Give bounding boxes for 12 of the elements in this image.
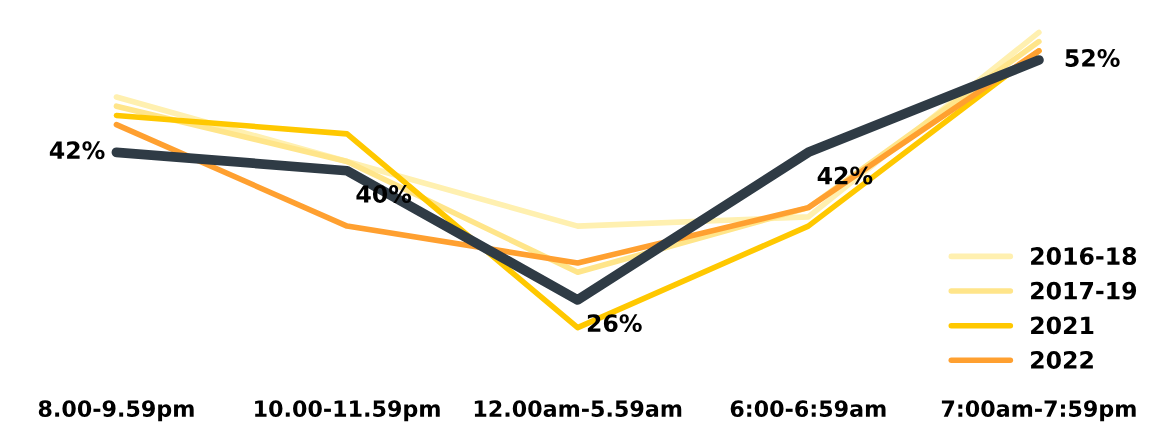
legend-label: 2022 — [1031, 351, 1093, 369]
x-tick-label: 6:00-6:59am — [730, 400, 886, 418]
x-tick-label: 7:00am-7:59pm — [941, 400, 1136, 422]
legend-label: 2021 — [1031, 316, 1094, 335]
data-label: 26% — [587, 314, 642, 333]
x-tick-label: 12.00am-5.59am — [474, 400, 682, 418]
x-tick-label: 10.00-11.59pm — [255, 400, 440, 422]
data-label: 42% — [49, 141, 105, 160]
data-label: 52% — [1065, 49, 1120, 67]
legend-label: 2016-18 — [1031, 247, 1137, 265]
x-tick-label: 8.00-9.59pm — [38, 400, 194, 422]
legend-label: 2017-19 — [1031, 281, 1137, 300]
